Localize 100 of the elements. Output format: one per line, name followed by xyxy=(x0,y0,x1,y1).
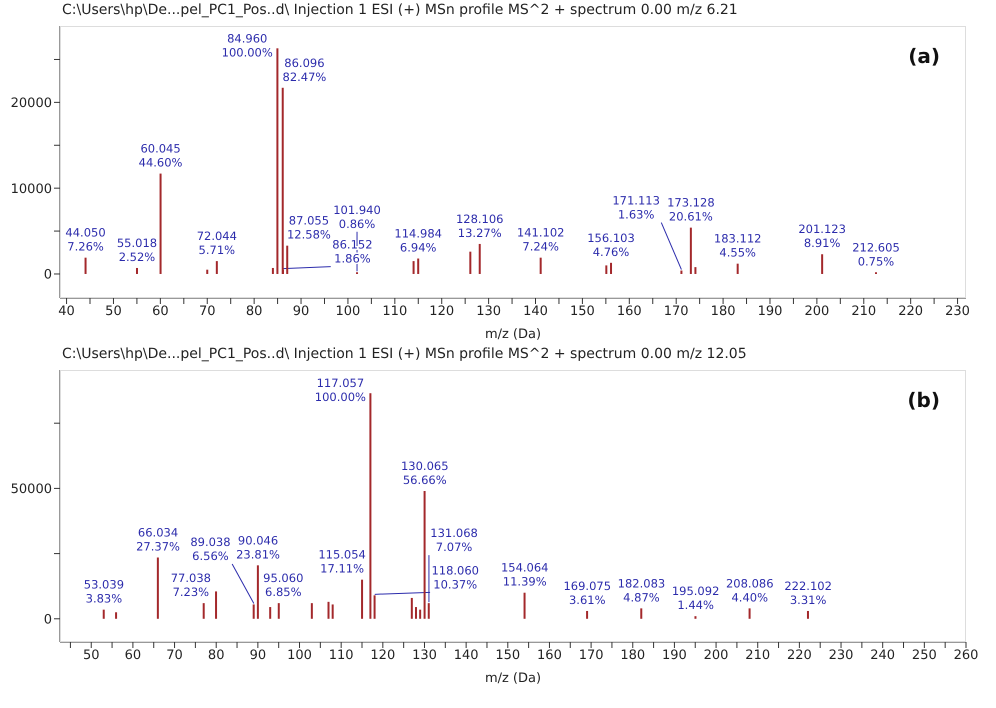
bar xyxy=(540,258,542,274)
annotation: 115.054 17.11% xyxy=(318,548,366,576)
annotation: 44.050 7.26% xyxy=(65,226,106,254)
x-tick-label: 80 xyxy=(246,304,262,320)
annotation: 201.123 8.91% xyxy=(798,222,846,250)
bar xyxy=(278,603,280,619)
bar xyxy=(310,603,313,619)
x-tick-label: 190 xyxy=(758,304,782,320)
chart-title: C:\Users\hp\De...pel_PC1_Pos..d\ Injection 1 ESI (+) MSn profile MS^2 + spectrum 0.00 m/z 6.21 xyxy=(61,1,739,20)
x-tick-label: 220 xyxy=(898,304,924,320)
bar xyxy=(374,595,376,619)
bar xyxy=(216,261,218,274)
bar xyxy=(428,603,430,619)
bar xyxy=(586,610,588,619)
x-tick-label: 70 xyxy=(198,304,216,320)
bar xyxy=(256,565,259,619)
x-tick-label: 220 xyxy=(786,648,812,664)
x-tick-label: 90 xyxy=(292,304,310,320)
bar xyxy=(332,604,334,619)
bar xyxy=(640,608,642,619)
x-tick-label: 170 xyxy=(664,304,689,320)
annotation: 130.065 56.66% xyxy=(400,459,449,488)
bar xyxy=(690,228,692,274)
bar xyxy=(156,558,159,619)
x-tick-label: 130 xyxy=(412,648,437,664)
bar xyxy=(524,592,526,619)
bar xyxy=(369,393,372,619)
annotation: 222.102 3.31% xyxy=(784,578,832,607)
bar xyxy=(736,264,739,274)
bar xyxy=(361,580,364,619)
bar xyxy=(610,262,612,274)
bar xyxy=(680,270,682,274)
bar xyxy=(102,610,105,619)
bar xyxy=(272,268,274,274)
bar xyxy=(414,607,417,619)
chart-title: C:\Users\hp\De...pel_PC1_Pos..d\ Injection 1 ESI (+) MSn profile MS^2 + spectrum 0.00 m/z 12.05 xyxy=(61,345,748,364)
annotation: 95.060 6.85% xyxy=(263,571,304,600)
x-tick-label: 100 xyxy=(336,304,360,320)
bar xyxy=(276,48,278,274)
annotation: 128.106 13.27% xyxy=(456,212,504,240)
x-tick-label: 250 xyxy=(912,648,937,664)
annotation: 208.086 4.40% xyxy=(726,576,774,604)
x-tick-label: 160 xyxy=(616,304,642,320)
bar xyxy=(328,602,330,619)
x-tick-label: 240 xyxy=(870,648,896,664)
y-tick-label: 0 xyxy=(44,268,52,283)
annotation: 66.034 27.37% xyxy=(136,526,180,554)
annotation: 84.960 100.00% xyxy=(222,31,273,60)
annotation: 195.092 1.44% xyxy=(672,584,720,612)
annotation: 101.940 0.86% xyxy=(333,202,381,231)
annotation: 86.096 82.47% xyxy=(282,56,326,84)
bar xyxy=(286,246,288,274)
x-tick-label: 60 xyxy=(124,648,142,664)
x-tick-label: 230 xyxy=(828,648,854,664)
annotation: 171.113 1.63% xyxy=(612,194,660,222)
x-tick-label: 60 xyxy=(152,304,169,320)
x-tick-label: 40 xyxy=(58,304,75,320)
bar xyxy=(694,267,696,274)
bar xyxy=(115,612,118,619)
x-tick-label: 50 xyxy=(82,648,100,664)
x-tick-label: 200 xyxy=(804,304,830,320)
annotation: 183.112 4.55% xyxy=(714,232,762,260)
y-tick-label: 0 xyxy=(44,612,52,628)
bar xyxy=(202,603,205,619)
annotation: 131.068 7.07% xyxy=(430,526,478,554)
x-tick-label: 180 xyxy=(620,648,646,664)
y-tick-label: 50000 xyxy=(10,482,52,498)
bar xyxy=(748,608,751,619)
annotation: 156.103 4.76% xyxy=(587,230,635,259)
bar xyxy=(821,254,824,274)
annotation: 89.038 6.56% xyxy=(190,534,231,563)
bar xyxy=(269,607,272,619)
annotation: 53.039 3.83% xyxy=(84,578,124,606)
bar xyxy=(252,604,255,619)
bar xyxy=(136,268,138,274)
x-tick-label: 180 xyxy=(710,304,736,320)
x-tick-label: 110 xyxy=(328,648,354,664)
x-tick-label: 200 xyxy=(704,648,728,664)
x-axis-title: m/z (Da) xyxy=(484,671,542,686)
bar xyxy=(206,270,208,274)
bar xyxy=(215,591,218,619)
annotation: 87.055 12.58% xyxy=(286,214,331,242)
x-tick-label: 150 xyxy=(495,648,520,664)
x-tick-label: 80 xyxy=(208,648,224,664)
bar xyxy=(160,174,162,274)
annotation: (a) xyxy=(908,44,940,68)
x-tick-label: 150 xyxy=(570,304,595,320)
x-tick-label: 130 xyxy=(476,304,502,320)
bar xyxy=(412,261,415,274)
annotation: 90.046 23.81% xyxy=(236,533,280,562)
x-axis-title: m/z (Da) xyxy=(484,327,542,342)
bar xyxy=(419,610,422,619)
x-tick-label: 120 xyxy=(370,648,396,664)
annotation: (b) xyxy=(907,388,940,412)
x-tick-label: 50 xyxy=(105,304,122,320)
bar xyxy=(605,265,608,274)
bar xyxy=(417,258,420,274)
y-tick-label: 10000 xyxy=(10,182,52,197)
bar xyxy=(84,258,87,274)
annotation: 114.984 6.94% xyxy=(394,226,442,255)
